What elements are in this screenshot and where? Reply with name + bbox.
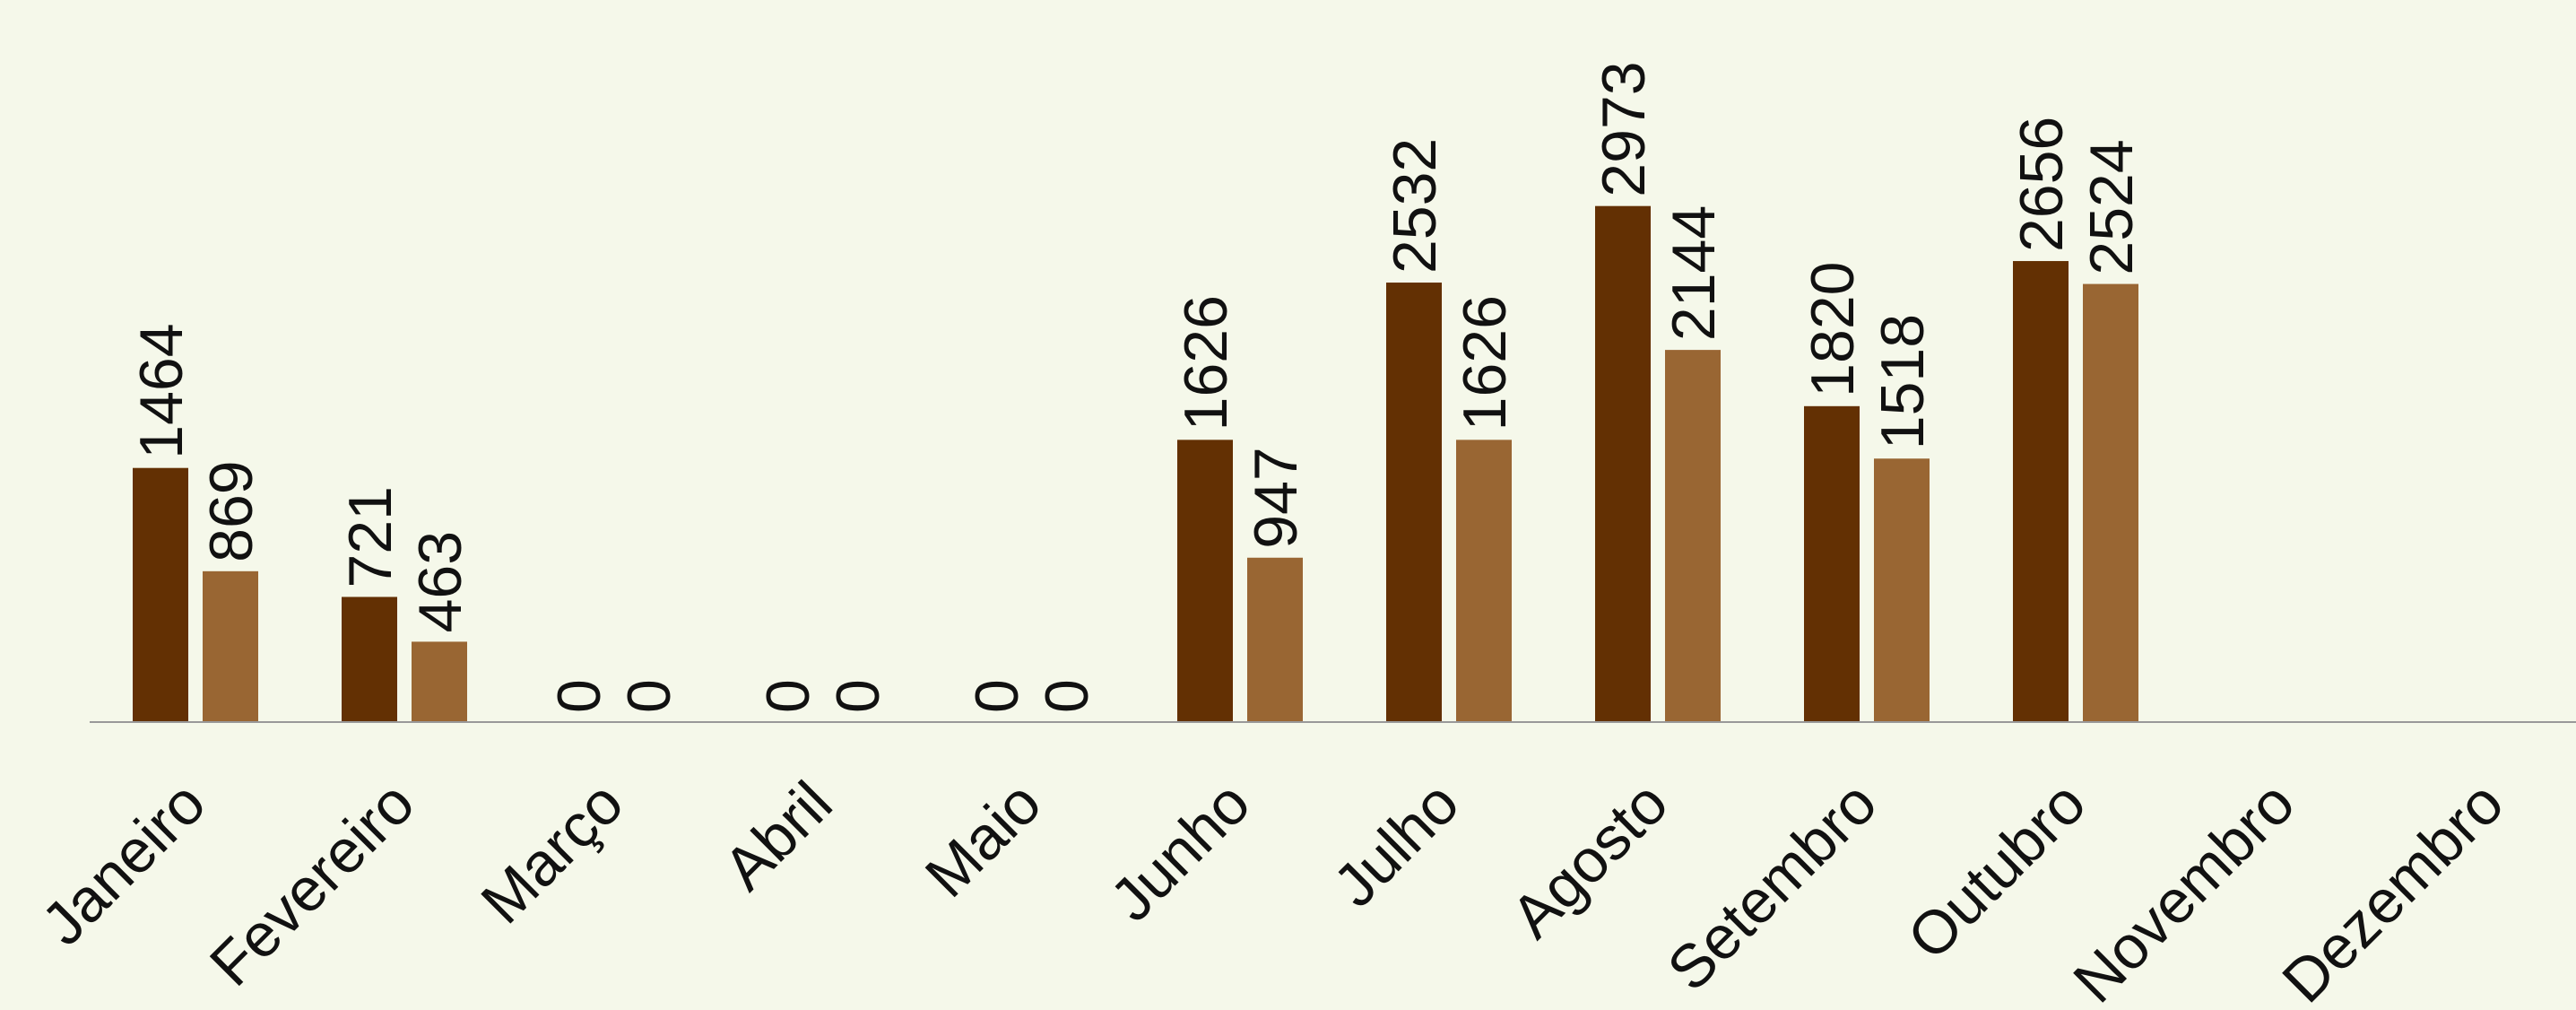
data-label-janeiro-series-2: 869 (197, 460, 265, 562)
data-label-abril-series-2: 0 (824, 679, 892, 713)
data-label-março-series-1: 0 (545, 679, 613, 713)
data-label-fevereiro-series-2: 463 (406, 531, 474, 632)
bar-agosto-series-1 (1595, 205, 1651, 722)
bar-julho-series-2 (1456, 440, 1512, 722)
data-label-maio-series-2: 0 (1033, 679, 1101, 713)
bar-julho-series-1 (1386, 283, 1442, 722)
bar-junho-series-1 (1177, 440, 1233, 722)
data-label-janeiro-series-1: 1464 (127, 323, 195, 458)
bar-setembro-series-1 (1804, 405, 1860, 722)
bar-fevereiro-series-2 (412, 641, 467, 722)
data-label-junho-series-1: 1626 (1172, 295, 1240, 431)
data-label-julho-series-1: 2532 (1381, 138, 1449, 274)
bar-janeiro-series-1 (133, 467, 188, 722)
bar-fevereiro-series-1 (342, 596, 397, 722)
data-label-fevereiro-series-1: 721 (336, 486, 404, 588)
bar-junho-series-2 (1247, 557, 1303, 722)
bar-outubro-series-2 (2083, 283, 2138, 722)
data-label-setembro-series-2: 1518 (1869, 314, 1937, 449)
bar-outubro-series-1 (2013, 261, 2069, 722)
data-label-setembro-series-1: 1820 (1799, 262, 1867, 397)
bar-setembro-series-2 (1874, 458, 1930, 722)
data-label-agosto-series-1: 2973 (1590, 61, 1658, 196)
data-label-maio-series-1: 0 (963, 679, 1031, 713)
data-label-outubro-series-2: 2524 (2077, 139, 2146, 274)
data-label-abril-series-1: 0 (754, 679, 822, 713)
bars-layer (133, 205, 2138, 722)
data-label-junho-series-2: 947 (1242, 447, 1310, 548)
data-label-outubro-series-1: 2656 (2008, 117, 2076, 252)
bar-agosto-series-2 (1665, 350, 1721, 722)
data-label-julho-series-2: 1626 (1451, 295, 1519, 431)
data-label-março-series-2: 0 (615, 679, 683, 713)
data-label-agosto-series-2: 2144 (1660, 205, 1728, 341)
bar-janeiro-series-2 (203, 570, 258, 722)
